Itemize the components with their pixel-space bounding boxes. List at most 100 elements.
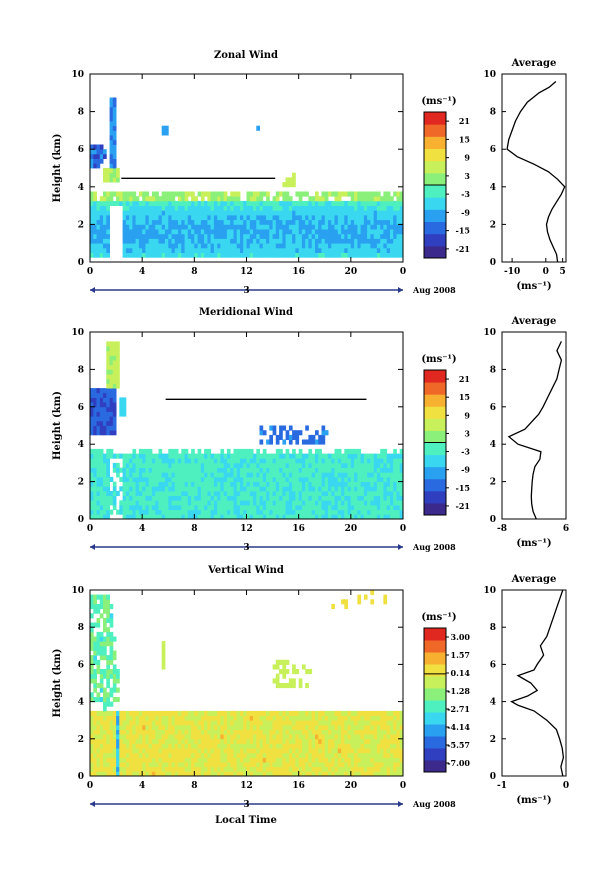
heatmap-cell bbox=[331, 500, 335, 506]
heatmap-cell bbox=[360, 210, 365, 216]
heatmap-cell bbox=[151, 720, 156, 726]
heatmap-cell bbox=[328, 238, 332, 244]
heatmap-cell bbox=[181, 252, 185, 258]
heatmap-cell bbox=[390, 766, 394, 772]
heatmap-cell bbox=[125, 743, 130, 749]
heatmap-cell bbox=[311, 434, 316, 440]
y-tick-label: 8 bbox=[78, 365, 84, 375]
heatmap-cell bbox=[256, 720, 260, 726]
heatmap-cell bbox=[204, 224, 208, 230]
heatmap-cell bbox=[207, 467, 212, 473]
heatmap-cell bbox=[383, 196, 388, 202]
heatmap-cell bbox=[103, 748, 107, 754]
heatmap-cell bbox=[288, 752, 293, 758]
heatmap-cell bbox=[90, 486, 94, 492]
heatmap-cell bbox=[288, 252, 293, 258]
heatmap-cell bbox=[151, 490, 156, 496]
heatmap-cell bbox=[259, 196, 264, 202]
heatmap-cell bbox=[119, 734, 123, 740]
heatmap-cell bbox=[246, 771, 251, 777]
heatmap-cell bbox=[266, 495, 270, 501]
heatmap-cell bbox=[295, 720, 300, 726]
heatmap-cell bbox=[122, 500, 127, 506]
heatmap-cell bbox=[262, 724, 267, 730]
heatmap-cell bbox=[292, 215, 296, 221]
heatmap-cell bbox=[373, 191, 378, 197]
heatmap-cell bbox=[363, 724, 368, 730]
heatmap-cell bbox=[99, 481, 104, 487]
heatmap-cell bbox=[301, 476, 306, 482]
heatmap-cell bbox=[357, 467, 362, 473]
heatmap-cell bbox=[380, 514, 384, 520]
heatmap-cell bbox=[399, 771, 404, 777]
heatmap-cell bbox=[223, 196, 228, 202]
heatmap-cell bbox=[145, 743, 150, 749]
heatmap-cell bbox=[363, 766, 368, 772]
heatmap-cell bbox=[249, 743, 254, 749]
heatmap-cell bbox=[269, 481, 273, 487]
heatmap-cell bbox=[285, 669, 290, 675]
heatmap-cell bbox=[288, 509, 293, 515]
heatmap-cell bbox=[197, 505, 202, 511]
heatmap-cell bbox=[328, 495, 332, 501]
heatmap-cell bbox=[99, 402, 104, 408]
heatmap-cell bbox=[103, 411, 107, 417]
local-time-label: Local Time bbox=[215, 815, 277, 826]
heatmap-cell bbox=[256, 724, 260, 730]
heatmap-cell bbox=[191, 458, 195, 464]
heatmap-cell bbox=[334, 238, 339, 244]
heatmap-cell bbox=[253, 715, 257, 721]
heatmap-cell bbox=[269, 715, 273, 721]
heatmap-cell bbox=[288, 196, 293, 202]
heatmap-cell bbox=[331, 191, 335, 197]
heatmap-cell bbox=[256, 748, 260, 754]
heatmap-cell bbox=[93, 766, 97, 772]
heatmap-cell bbox=[354, 462, 358, 468]
heatmap-cell bbox=[210, 486, 215, 492]
heatmap-cell bbox=[301, 738, 306, 744]
heatmap-cell bbox=[116, 678, 120, 684]
heatmap-cell bbox=[171, 247, 176, 253]
heatmap-cell bbox=[240, 729, 244, 735]
heatmap-cell bbox=[125, 752, 130, 758]
heatmap-cell bbox=[272, 664, 277, 670]
heatmap-cell bbox=[158, 486, 163, 492]
heatmap-cell bbox=[197, 472, 202, 478]
heatmap-cell bbox=[321, 439, 326, 445]
heatmap-cell bbox=[350, 720, 355, 726]
heatmap-cell bbox=[145, 467, 150, 473]
heatmap-cell bbox=[93, 486, 97, 492]
heatmap-cell bbox=[138, 486, 143, 492]
heatmap-cell bbox=[165, 219, 169, 225]
heatmap-cell bbox=[318, 200, 322, 206]
heatmap-cell bbox=[148, 752, 153, 758]
heatmap-cell bbox=[184, 715, 189, 721]
heatmap-cell bbox=[197, 238, 202, 244]
heatmap-cell bbox=[93, 420, 97, 426]
heatmap-cell bbox=[106, 177, 110, 183]
heatmap-cell bbox=[383, 243, 388, 249]
heatmap-cell bbox=[367, 200, 371, 206]
heatmap-cell bbox=[272, 247, 277, 253]
heatmap-cell bbox=[187, 224, 192, 230]
heatmap-cell bbox=[262, 210, 267, 216]
heatmap-cell bbox=[184, 757, 189, 763]
heatmap-cell bbox=[155, 233, 159, 239]
heatmap-cell bbox=[184, 514, 189, 520]
heatmap-cell bbox=[305, 729, 309, 735]
heatmap-cell bbox=[223, 752, 228, 758]
heatmap-cell bbox=[90, 514, 94, 520]
heatmap-cell bbox=[357, 210, 362, 216]
heatmap-cell bbox=[158, 229, 163, 235]
heatmap-cell bbox=[200, 734, 205, 740]
heatmap-cell bbox=[305, 486, 309, 492]
heatmap-cell bbox=[334, 486, 339, 492]
heatmap-cell bbox=[370, 490, 375, 496]
heatmap-cell bbox=[106, 406, 110, 412]
heatmap-cell bbox=[181, 458, 185, 464]
heatmap-cell bbox=[295, 219, 300, 225]
heatmap-cell bbox=[301, 509, 306, 515]
heatmap-cell bbox=[383, 514, 388, 520]
heatmap-cell bbox=[243, 224, 247, 230]
